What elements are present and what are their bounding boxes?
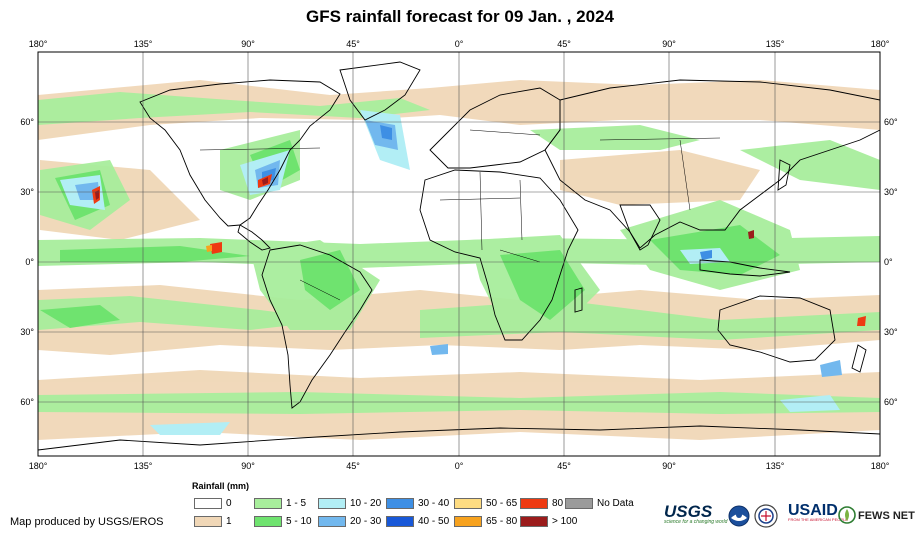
legend-label: 1 xyxy=(226,516,232,527)
map-frame xyxy=(37,51,881,457)
legend-item: 30 - 40 xyxy=(386,498,449,510)
legend-swatch xyxy=(520,498,548,509)
lat-label: 60° xyxy=(884,117,898,127)
lon-label: 0° xyxy=(455,39,464,49)
coastlines xyxy=(38,61,880,456)
lon-label: 180° xyxy=(29,39,48,49)
lon-labels-top: 180° 135° 90° 45° 0° 45° 90° 135° 180° xyxy=(29,39,890,49)
fews-net-logo-icon xyxy=(838,506,856,524)
legend-swatch xyxy=(520,516,548,527)
lat-label: 60° xyxy=(884,397,898,407)
lon-label: 90° xyxy=(241,39,255,49)
lon-label: 90° xyxy=(662,39,676,49)
legend-swatch xyxy=(565,498,593,509)
noaa-logo-icon xyxy=(728,505,750,527)
legend-title: Rainfall (mm) xyxy=(192,481,250,491)
legend-label: 65 - 80 xyxy=(486,516,518,527)
legend-label: 30 - 40 xyxy=(418,498,450,509)
legend-label: 50 - 65 xyxy=(486,498,518,509)
lat-label: 60° xyxy=(20,397,34,407)
legend-swatch xyxy=(194,516,222,527)
legend-item: No Data xyxy=(565,498,634,510)
legend-swatch xyxy=(318,498,346,509)
legend-label: 40 - 50 xyxy=(418,516,450,527)
lon-label: 180° xyxy=(871,461,890,470)
lon-label: 45° xyxy=(557,461,571,470)
legend-label: 0 xyxy=(226,498,232,509)
lat-label: 30° xyxy=(20,327,34,337)
lon-label: 180° xyxy=(871,39,890,49)
lon-label: 135° xyxy=(134,461,153,470)
lat-label: 30° xyxy=(884,327,898,337)
lon-label: 45° xyxy=(346,461,360,470)
legend-swatch xyxy=(318,516,346,527)
legend-swatch xyxy=(454,516,482,527)
legend-swatch xyxy=(386,516,414,527)
legend-item: 5 - 10 xyxy=(254,516,312,528)
usgs-logo-text: USGS xyxy=(664,502,713,521)
lat-label: 60° xyxy=(20,117,34,127)
legend-item: 10 - 20 xyxy=(318,498,381,510)
lon-label: 90° xyxy=(241,461,255,470)
legend-swatch xyxy=(454,498,482,509)
legend-item: 1 xyxy=(194,516,232,528)
usaid-tagline: FROM THE AMERICAN PEOPLE xyxy=(788,517,848,522)
lon-label: 180° xyxy=(29,461,48,470)
legend-swatch xyxy=(386,498,414,509)
legend-item: 50 - 65 xyxy=(454,498,517,510)
lat-labels-right: 60° 30° 0° 30° 60° xyxy=(884,117,898,407)
lat-label: 30° xyxy=(20,187,34,197)
legend-swatch xyxy=(254,516,282,527)
map-title: GFS rainfall forecast for 09 Jan. , 2024 xyxy=(305,7,615,26)
lon-label: 45° xyxy=(346,39,360,49)
lat-label: 30° xyxy=(884,187,898,197)
lon-label: 135° xyxy=(766,39,785,49)
lon-label: 135° xyxy=(134,39,153,49)
usaid-logo-text: USAID xyxy=(788,502,838,519)
usgs-tagline: science for a changing world xyxy=(664,519,728,525)
legend-swatch xyxy=(254,498,282,509)
legend-item: 65 - 80 xyxy=(454,516,517,528)
legend-swatch xyxy=(194,498,222,509)
legend-item: > 100 xyxy=(520,516,577,528)
rainfall-map: 180° 135° 90° 45° 0° 45° 90° 135° 180° 1… xyxy=(20,39,898,470)
legend-item: 40 - 50 xyxy=(386,516,449,528)
legend-item: 0 xyxy=(194,498,232,510)
usaid-logo: USAID FROM THE AMERICAN PEOPLE xyxy=(788,502,848,528)
legend-label: > 100 xyxy=(552,516,578,527)
legend-item: 20 - 30 xyxy=(318,516,381,528)
usgs-logo: USGS science for a changing world xyxy=(664,502,727,528)
lat-labels-left: 60° 30° 0° 30° 60° xyxy=(20,117,34,407)
producer-credit: Map produced by USGS/EROS xyxy=(10,516,164,528)
lon-labels-bottom: 180° 135° 90° 45° 0° 45° 90° 135° 180° xyxy=(29,461,890,470)
fews-net-logo-text: FEWS NET xyxy=(858,510,915,522)
lat-label: 0° xyxy=(25,257,34,267)
lon-label: 90° xyxy=(662,461,676,470)
legend-label: 5 - 10 xyxy=(286,516,312,527)
usda-seal-icon xyxy=(754,504,778,528)
lon-label: 135° xyxy=(766,461,785,470)
legend-label: 10 - 20 xyxy=(350,498,382,509)
graticule xyxy=(38,52,880,456)
legend-item: 1 - 5 xyxy=(254,498,306,510)
legend-label: No Data xyxy=(597,498,634,509)
lat-label: 0° xyxy=(884,257,893,267)
lon-label: 0° xyxy=(455,461,464,470)
lon-label: 45° xyxy=(557,39,571,49)
legend-label: 20 - 30 xyxy=(350,516,382,527)
legend-label: 1 - 5 xyxy=(286,498,307,509)
